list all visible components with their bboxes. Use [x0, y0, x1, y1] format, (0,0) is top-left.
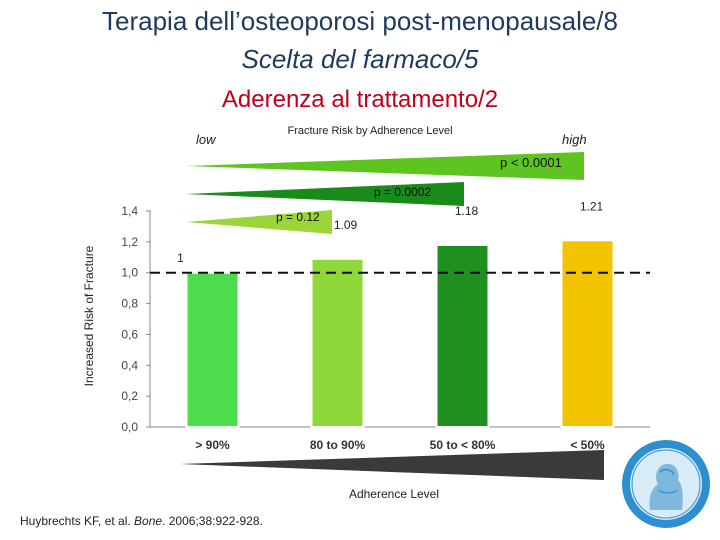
p-value-label-2: p = 0.0002: [374, 185, 431, 199]
risk-high-label: high: [562, 132, 587, 147]
adherence-wedge: [180, 450, 604, 480]
y-tick-label: 0,0: [121, 420, 138, 434]
bar: [435, 243, 490, 428]
slide-title: Terapia dell’osteoporosi post-menopausal…: [102, 6, 618, 36]
bar: [185, 271, 240, 429]
y-tick-label: 0,8: [121, 297, 138, 311]
bar-value-label: 1.09: [334, 218, 358, 232]
university-seal-logo: [622, 440, 710, 528]
chart-title: Fracture Risk by Adherence Level: [287, 125, 452, 137]
x-tick-label: > 90%: [195, 438, 230, 452]
y-axis-ticks: 0,0 0,2 0,4 0,6 0,8 1,0 1,2 1,4: [121, 204, 150, 434]
y-tick-label: 0,4: [121, 358, 138, 372]
x-tick-label: 80 to 90%: [310, 438, 366, 452]
citation-suffix: . 2006;38:922-928.: [162, 514, 263, 528]
y-tick-label: 1,2: [121, 235, 138, 249]
citation: Huybrechts KF, et al. Bone. 2006;38:922-…: [20, 514, 263, 528]
risk-wedge-p-012: [186, 210, 332, 234]
y-tick-label: 1,4: [121, 204, 138, 218]
slide-heading: Aderenza al trattamento/2: [221, 86, 499, 113]
bar-value-label: 1: [177, 251, 184, 265]
y-axis-label: Increased Risk of Fracture: [82, 245, 96, 386]
bar-series: 1 1.09 1.18 1.21: [177, 199, 615, 429]
y-tick-label: 0,6: [121, 327, 138, 341]
y-tick-label: 1,0: [121, 266, 138, 280]
x-tick-label: 50 to < 80%: [430, 438, 496, 452]
bar: [560, 239, 615, 428]
bar-value-label: 1.18: [455, 204, 479, 218]
citation-journal: Bone: [134, 514, 163, 528]
p-value-label-3: p = 0.12: [276, 210, 320, 224]
x-axis-ticks: > 90% 80 to 90% 50 to < 80% < 50%: [195, 438, 605, 452]
risk-low-label: low: [196, 132, 217, 147]
p-value-label-1: p < 0.0001: [500, 155, 562, 170]
y-tick-label: 0,2: [121, 389, 138, 403]
citation-prefix: Huybrechts KF, et al.: [20, 514, 135, 528]
x-axis-label: Adherence Level: [349, 487, 439, 501]
bar-value-label: 1.21: [580, 199, 604, 213]
risk-wedge-p-0001: [186, 152, 584, 180]
slide-subtitle: Scelta del farmaco/5: [241, 44, 479, 74]
risk-wedge-p-0002: [186, 182, 464, 206]
bar: [310, 257, 365, 429]
x-tick-label: < 50%: [570, 438, 605, 452]
